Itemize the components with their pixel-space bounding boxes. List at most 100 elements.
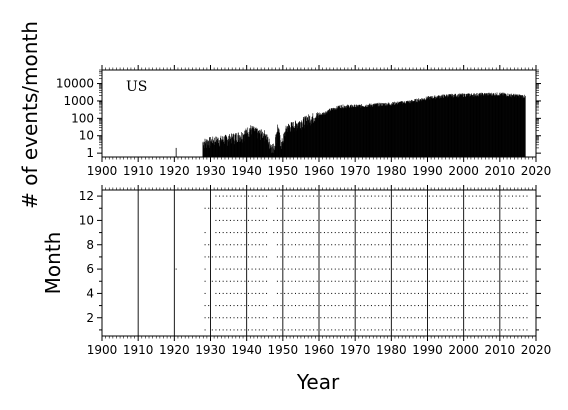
month-dot (443, 256, 445, 258)
month-dot (493, 195, 495, 197)
bar (388, 103, 389, 157)
month-dot (291, 219, 293, 221)
bar (524, 94, 526, 157)
bar (289, 127, 291, 157)
month-dot (367, 219, 369, 221)
month-dot (309, 280, 311, 282)
bar (447, 97, 449, 157)
month-dot (338, 305, 340, 307)
month-dot (284, 244, 286, 246)
month-dot (352, 268, 354, 270)
month-dot (331, 195, 333, 197)
bar (328, 109, 330, 157)
bar (245, 130, 246, 157)
bar (472, 96, 473, 157)
month-dot (287, 244, 289, 246)
bar (494, 95, 496, 157)
month-dot (486, 317, 488, 319)
bar (404, 103, 406, 157)
month-dot (255, 232, 257, 234)
month-dot (454, 317, 456, 319)
bar (509, 94, 510, 157)
month-dot (305, 256, 307, 258)
month-dot (313, 232, 315, 234)
bar (341, 105, 342, 157)
month-dot (461, 195, 463, 197)
month-dot (479, 280, 481, 282)
month-dot (331, 219, 333, 221)
month-dot (490, 195, 492, 197)
bar (459, 95, 461, 157)
month-dot (211, 256, 213, 258)
month-dot (436, 280, 438, 282)
bar (278, 128, 279, 157)
bar (240, 138, 242, 157)
x-tick-label: 1970 (340, 164, 371, 178)
bar (316, 113, 317, 157)
bar (492, 95, 494, 157)
month-dot (298, 244, 300, 246)
month-dot (247, 329, 249, 331)
bar (469, 93, 470, 157)
bar (349, 105, 351, 157)
month-dot (240, 256, 242, 258)
month-dot (508, 280, 510, 282)
bar (453, 97, 454, 157)
month-dot (508, 268, 510, 270)
bar (220, 137, 221, 157)
bar (432, 98, 434, 157)
month-dot (280, 329, 282, 331)
bar (362, 106, 364, 157)
month-dot (508, 195, 510, 197)
bar (207, 140, 209, 157)
bar (402, 103, 404, 157)
month-dot (428, 219, 430, 221)
month-dot (522, 292, 524, 294)
bar (297, 126, 299, 157)
bar (311, 120, 312, 157)
month-dot (356, 292, 358, 294)
bar (252, 129, 253, 157)
month-dot (331, 317, 333, 319)
bar (335, 107, 337, 157)
bar (437, 96, 439, 157)
month-dot (226, 292, 228, 294)
month-dot (392, 256, 394, 258)
bar (298, 126, 300, 157)
bar (240, 136, 241, 157)
bar (264, 135, 266, 157)
bar (454, 96, 456, 157)
month-dot (446, 292, 448, 294)
month-dot (457, 268, 459, 270)
month-dot (475, 268, 477, 270)
bar (241, 139, 243, 157)
bar (265, 139, 266, 157)
bar (510, 93, 512, 157)
bar (483, 95, 484, 157)
bar (273, 152, 274, 157)
month-dot (519, 292, 521, 294)
x-tick-label: 1910 (123, 343, 154, 357)
month-dot (454, 292, 456, 294)
bar (477, 95, 479, 157)
bar (429, 96, 430, 157)
month-dot (501, 207, 503, 209)
bar (231, 137, 233, 157)
bar (446, 94, 448, 157)
month-dot (436, 207, 438, 209)
bar (239, 135, 241, 157)
bar (411, 100, 413, 157)
month-dot (251, 256, 253, 258)
bar (203, 147, 204, 157)
bar (331, 109, 333, 157)
month-dot (309, 329, 311, 331)
bar (454, 94, 455, 157)
month-dot (302, 232, 304, 234)
month-dot (204, 207, 206, 209)
bar (328, 110, 329, 157)
bar (257, 131, 259, 157)
bar (211, 143, 213, 157)
month-dot (284, 256, 286, 258)
bar (447, 96, 448, 157)
month-dot (389, 232, 391, 234)
